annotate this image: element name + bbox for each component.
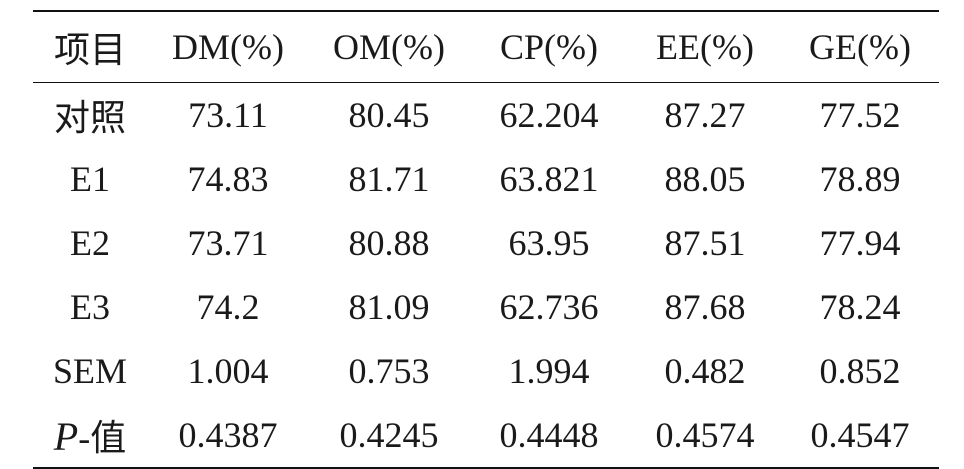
- table-cell: 74.2: [196, 287, 260, 327]
- table-cell: 0.482: [664, 351, 746, 391]
- table-row-sem: SEM 1.004 0.753 1.994 0.482 0.852: [33, 339, 939, 403]
- row-label: E3: [70, 287, 110, 327]
- table-row-e3: E3 74.2 81.09 62.736 87.68 78.24: [33, 275, 939, 339]
- p-symbol: P: [53, 414, 79, 459]
- table-cell: 0.852: [819, 351, 901, 391]
- row-label: E2: [70, 223, 110, 263]
- table-cell: 1.994: [508, 351, 590, 391]
- table-cell: 0.4387: [178, 415, 278, 455]
- table-cell: 87.68: [664, 287, 746, 327]
- header-cell-item: 项目: [53, 30, 126, 70]
- table-row-e2: E2 73.71 80.88 63.95 87.51 77.94: [33, 211, 939, 275]
- table-cell: 73.11: [188, 95, 268, 135]
- top-rule: [33, 10, 939, 12]
- table-cell: 78.89: [819, 159, 901, 199]
- row-label: E1: [70, 159, 110, 199]
- table-cell: 80.88: [348, 223, 430, 263]
- header-rule: [33, 82, 939, 83]
- table-cell: 81.71: [348, 159, 430, 199]
- table-cell: 73.71: [187, 223, 269, 263]
- table-cell: 1.004: [187, 351, 269, 391]
- table-cell: 63.95: [508, 223, 590, 263]
- header-row: 项目 DM(%) OM(%) CP(%) EE(%) GE(%): [33, 12, 939, 82]
- table-cell: 78.24: [819, 287, 901, 327]
- header-cell-ge: GE(%): [809, 27, 911, 67]
- data-table: 项目 DM(%) OM(%) CP(%) EE(%) GE(%) 对照 73.1…: [33, 10, 939, 469]
- table-cell: 0.4448: [499, 415, 599, 455]
- header-cell-cp: CP(%): [500, 27, 598, 67]
- table-cell: 0.4245: [339, 415, 439, 455]
- table-cell: 0.4547: [810, 415, 910, 455]
- table-cell: 87.27: [664, 95, 746, 135]
- table-cell: 81.09: [348, 287, 430, 327]
- table-cell: 74.83: [187, 159, 269, 199]
- digestibility-table: 项目 DM(%) OM(%) CP(%) EE(%) GE(%): [33, 12, 939, 82]
- row-label: 对照: [53, 98, 126, 138]
- table-cell: 77.52: [819, 95, 901, 135]
- row-label: SEM: [52, 351, 128, 391]
- table-cell: 80.45: [348, 95, 430, 135]
- header-cell-om: OM(%): [333, 27, 445, 67]
- table-cell: 77.94: [819, 223, 901, 263]
- table-cell: 87.51: [664, 223, 746, 263]
- table-row-control: 对照 73.11 80.45 62.204 87.27 77.52: [33, 83, 939, 147]
- table-cell: 88.05: [664, 159, 746, 199]
- row-label: P-值: [33, 403, 147, 467]
- table-row-e1: E1 74.83 81.71 63.821 88.05 78.89: [33, 147, 939, 211]
- table-cell: 0.4574: [655, 415, 755, 455]
- table-cell: 63.821: [499, 159, 599, 199]
- table-cell: 0.753: [348, 351, 430, 391]
- header-cell-dm: DM(%): [172, 27, 284, 67]
- table-cell: 62.736: [499, 287, 599, 327]
- header-cell-ee: EE(%): [656, 27, 754, 67]
- table-cell: 62.204: [499, 95, 599, 135]
- table-row-p-value: P-值 0.4387 0.4245 0.4448 0.4574 0.4547: [33, 403, 939, 467]
- p-suffix: -值: [78, 418, 127, 458]
- digestibility-table-body: 对照 73.11 80.45 62.204 87.27 77.52 E1 74.…: [33, 83, 939, 467]
